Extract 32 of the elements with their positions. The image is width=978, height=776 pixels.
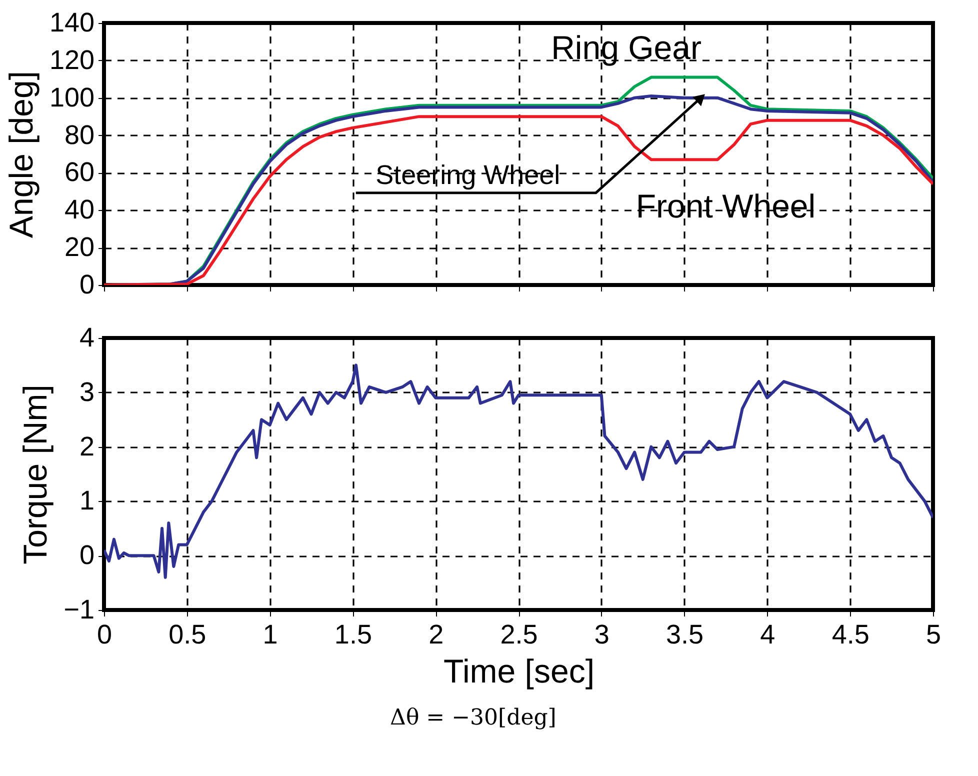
annotation: Front Wheel: [636, 188, 816, 225]
y-tick-label: 100: [49, 82, 94, 112]
x-tick-label: 4.5: [832, 620, 870, 650]
y-tick-label: 80: [64, 120, 94, 150]
y-tick-label: 140: [49, 8, 94, 38]
y-tick-label: 4: [79, 322, 94, 352]
x-tick-label: 4: [760, 620, 776, 650]
annotation: Steering Wheel: [376, 160, 560, 190]
x-tick-label: 1: [262, 620, 278, 650]
y-tick-label: 0: [79, 270, 94, 300]
x-tick-label: 1.5: [334, 620, 372, 650]
y-tick-label: 1: [79, 486, 94, 516]
x-tick-label: 2: [428, 620, 444, 650]
text: Δθ = −30[deg]: [390, 706, 556, 730]
x-tick-label: 0.5: [168, 620, 206, 650]
y-tick-label: 3: [79, 376, 94, 407]
x-tick-label: 2.5: [500, 620, 538, 650]
y-tick-label: 20: [64, 232, 94, 262]
annotation: Ring Gear: [551, 29, 702, 66]
y-tick-label: −1: [64, 594, 94, 624]
y-tick-label: 40: [64, 194, 94, 225]
line-series: [104, 364, 933, 579]
y-tick-label: 60: [64, 157, 94, 188]
y-axis-title: Torque [Nm]: [16, 384, 54, 564]
x-tick-label: 5: [926, 620, 942, 650]
x-axis-title: Time [sec]: [444, 652, 594, 690]
y-tick-label: 2: [79, 431, 94, 462]
y-tick-label: 120: [49, 44, 94, 75]
y-tick-label: 0: [79, 540, 94, 570]
x-tick-label: 3: [594, 620, 610, 650]
x-tick-label: 3.5: [666, 620, 704, 650]
y-axis-title: Angle [deg]: [2, 71, 40, 238]
